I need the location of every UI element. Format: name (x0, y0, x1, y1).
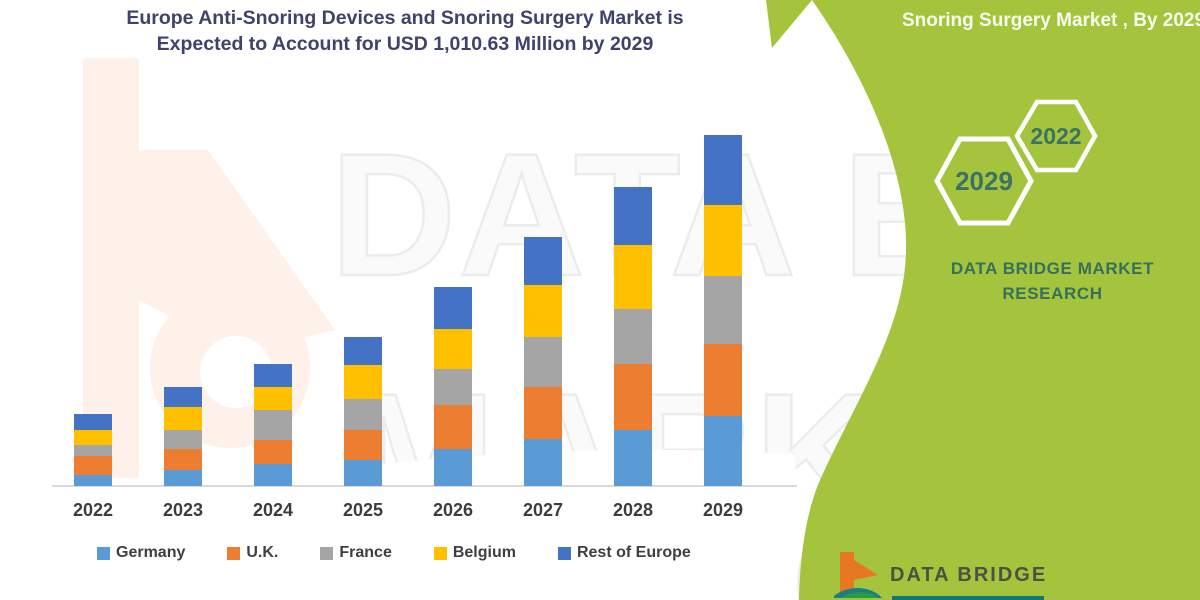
bar-segment-u-k- (614, 364, 652, 430)
bar-2026 (434, 287, 472, 486)
hexagon-2022 (1014, 99, 1098, 173)
title-line1: Europe Anti-Snoring Devices and Snoring … (126, 7, 684, 29)
bar-segment-germany (164, 470, 202, 486)
bar-segment-france (704, 276, 742, 344)
bar-segment-france (524, 337, 562, 387)
bar-segment-germany (254, 464, 292, 486)
footer-logo-underline (892, 596, 1044, 600)
bar-segment-france (614, 309, 652, 364)
legend-label: Germany (116, 544, 186, 561)
bar-segment-rest-of-europe (344, 337, 382, 365)
bar-2028 (614, 187, 652, 486)
bar-segment-belgium (614, 245, 652, 309)
legend-swatch (227, 546, 241, 560)
hexagon-2022-label: 2022 (1030, 123, 1081, 149)
bar-segment-u-k- (344, 430, 382, 460)
x-label-2028: 2028 (612, 500, 654, 520)
footer-logo: DATA BRIDGE (832, 550, 1045, 600)
legend-label: Belgium (452, 544, 516, 561)
bar-segment-rest-of-europe (74, 414, 112, 430)
legend-swatch (97, 546, 110, 560)
bar-segment-rest-of-europe (434, 287, 472, 329)
bar-2027 (524, 237, 562, 486)
banner-text: Snoring Surgery Market , By 2029 (902, 10, 1200, 31)
legend-label: Rest of Europe (576, 544, 691, 561)
legend-swatch (320, 546, 334, 560)
bar-segment-france (434, 369, 472, 405)
bar-segment-france (344, 399, 382, 430)
bar-segment-rest-of-europe (704, 135, 742, 205)
bar-segment-u-k- (524, 387, 562, 439)
bar-segment-belgium (434, 329, 472, 369)
bar-segment-rest-of-europe (524, 237, 562, 285)
bar-2023 (164, 387, 202, 486)
bar-segment-rest-of-europe (254, 364, 292, 387)
x-label-2026: 2026 (432, 500, 474, 520)
x-label-2024: 2024 (252, 500, 294, 520)
legend-item-rest-of-europe: Rest of Europe (557, 544, 691, 562)
bar-segment-rest-of-europe (614, 187, 652, 245)
legend-item-germany: Germany (97, 544, 185, 562)
hexagon-2029 (934, 136, 1034, 226)
page-title: Europe Anti-Snoring Devices and Snoring … (40, 5, 770, 57)
x-label-2023: 2023 (162, 500, 204, 520)
bar-segment-belgium (164, 407, 202, 430)
legend-label: U.K. (246, 544, 279, 561)
bar-segment-belgium (254, 387, 292, 410)
brand-name-line2: RESEARCH (1002, 284, 1103, 303)
x-label-2029: 2029 (702, 500, 744, 520)
bar-2025 (344, 337, 382, 486)
x-label-2022: 2022 (72, 500, 114, 520)
x-label-2027: 2027 (522, 500, 564, 520)
bar-segment-u-k- (74, 456, 112, 475)
legend-item-france: France (320, 544, 392, 562)
legend-swatch (433, 546, 447, 560)
bar-segment-belgium (524, 285, 562, 337)
bar-segment-france (74, 445, 112, 456)
bar-segment-france (164, 430, 202, 449)
legend-label: France (339, 544, 392, 561)
title-line2: Expected to Account for USD 1,010.63 Mil… (156, 33, 654, 55)
legend-item-belgium: Belgium (433, 544, 516, 562)
bar-segment-germany (614, 430, 652, 486)
chart-legend: Germany U.K. France Belgium Rest of Europe (97, 544, 691, 562)
legend-swatch (557, 546, 571, 560)
footer-logo-text: DATA BRIDGE (890, 564, 1048, 586)
bar-segment-belgium (74, 430, 112, 445)
x-axis-line (52, 485, 797, 487)
bar-segment-belgium (344, 365, 382, 399)
bar-segment-germany (74, 475, 112, 486)
bar-segment-u-k- (254, 440, 292, 464)
bar-segment-germany (524, 439, 562, 486)
legend-item-u-k-: U.K. (227, 544, 278, 562)
brand-name-line1: DATA BRIDGE MARKET (950, 259, 1155, 278)
bar-segment-germany (344, 460, 382, 486)
hexagon-2029-label: 2029 (955, 166, 1013, 196)
bar-segment-u-k- (704, 344, 742, 416)
brand-name: DATA BRIDGE MARKET RESEARCH (915, 256, 1190, 306)
bar-segment-u-k- (434, 405, 472, 449)
bar-segment-germany (434, 449, 472, 486)
bar-2022 (74, 414, 112, 486)
bar-segment-france (254, 410, 292, 440)
bar-segment-rest-of-europe (164, 387, 202, 407)
data-bridge-logo-icon (834, 552, 882, 598)
bar-segment-u-k- (164, 449, 202, 470)
bar-2029 (704, 135, 742, 486)
bar-segment-germany (704, 416, 742, 486)
bar-2024 (254, 364, 292, 486)
bar-segment-belgium (704, 205, 742, 276)
x-label-2025: 2025 (342, 500, 384, 520)
